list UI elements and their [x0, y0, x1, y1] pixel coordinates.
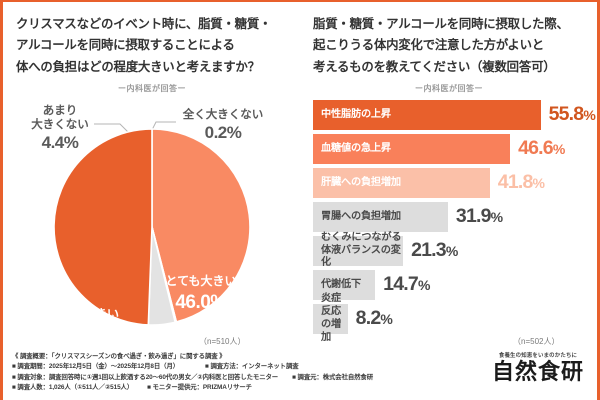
pie-label-yaya-name: やや大きい	[58, 306, 119, 321]
bar-label-0: 中性脂肪の上昇	[321, 108, 391, 120]
right-question-title: 脂質・糖質・アルコールを同時に摂取した際、 起こりうる体内変化で注意した方がよい…	[303, 2, 595, 78]
bar-value-1: 46.6%	[518, 137, 565, 160]
bar-value-percent-4: %	[445, 243, 458, 260]
pie-label-amari-okikunai: あまり 大きくない 4.4%	[10, 104, 110, 154]
bar-label-4: むくみにつながる 体液バランスの変化	[321, 231, 402, 269]
footer-target-row: ■ 調査対象：調査回答時に①週1回以上飲酒する20〜60代の男女／②内科医と回答…	[12, 373, 594, 383]
right-sample-size-note: （n=502人）	[513, 337, 560, 346]
pie-slices	[53, 128, 251, 326]
footer-target-label: ■ 調査対象：調査回答時に①週1回以上飲酒する20〜60代の男女／②内科医と回答…	[12, 373, 279, 381]
footer-text-block: 《 調査概要：「クリスマスシーズンの食べ過ぎ・飲み過ぎ」に関する調査 》 ■ 調…	[12, 352, 594, 394]
pie-slice-1	[53, 128, 153, 326]
bar-value-3: 31.9%	[455, 205, 503, 228]
footer-period-label: ■ 調査期間：2025年12月5日（金）〜2025年12月8日（月）	[12, 363, 180, 371]
right-title-line-2: 起こりうる体内変化で注意した方がよいと	[313, 38, 545, 53]
bar-value-percent-2: %	[532, 175, 545, 192]
left-title-line-2: アルコールを同時に摂取することによる	[16, 38, 235, 53]
bar-value-4: 21.3%	[411, 239, 458, 262]
logo-name: 自然食研	[491, 359, 584, 385]
bar-0: 中性脂肪の上昇	[313, 99, 541, 130]
pie-label-mattaku-okikunai: 全く大きくない 0.2%	[158, 108, 288, 144]
left-sample-size-note: （n=510人）	[199, 337, 246, 346]
footer-survey-details: 《 調査概要：「クリスマスシーズンの食べ過ぎ・飲み過ぎ」に関する調査 》 ■ 調…	[6, 349, 597, 399]
bar-value-percent-5: %	[417, 277, 430, 294]
footer-source-label: ■ 調査元：株式会社自然食研	[292, 373, 374, 381]
footer-period-row: ■ 調査期間：2025年12月5日（金）〜2025年12月8日（月） ■ 調査方法…	[12, 362, 594, 372]
bar-row: 肝臓への負担増加 41.8%	[313, 167, 595, 198]
bar-row: 中性脂肪の上昇 55.8%	[313, 99, 596, 130]
right-panel: 脂質・糖質・アルコールを同時に摂取した際、 起こりうる体内変化で注意した方がよい…	[303, 2, 596, 343]
bar-value-2: 41.8%	[497, 171, 545, 194]
left-answered-by-note: ー内科医が回答ー	[118, 83, 186, 93]
bar-label-2: 肝臓への負担増加	[321, 176, 401, 188]
pie-label-totemo-value: 46.0%	[175, 291, 227, 313]
footer-overview-row: 《 調査概要：「クリスマスシーズンの食べ過ぎ・飲み過ぎ」に関する調査 》	[12, 353, 226, 360]
logo-tagline: 食養生の知恵をいまのかたちに	[498, 353, 578, 359]
bar-value-5: 14.7%	[383, 273, 430, 296]
bar-3: 胃腸への負担増加	[313, 201, 448, 232]
bar-value-percent-1: %	[552, 141, 565, 158]
bar-4: むくみにつながる 体液バランスの変化	[313, 232, 404, 268]
bar-row: 代謝低下 14.7%	[313, 269, 595, 300]
bar-label-1: 血糖値の急上昇	[321, 142, 391, 154]
pie-label-totemo-okii: とても大きい 46.0%	[146, 274, 256, 314]
bar-chart: 中性脂肪の上昇 55.8% 血糖値の急上昇 46.6% 肝臓への負担増加 41.8% 胃腸へ…	[303, 99, 596, 350]
pie-label-yaya-value: 49.4%	[63, 324, 115, 346]
pie-label-mattaku-name: 全く大きくない	[182, 108, 264, 121]
left-panel: クリスマスなどのイベント時に、脂質・糖質・ アルコールを同時に摂取することによる…	[6, 2, 298, 346]
bar-value-percent-3: %	[490, 209, 503, 226]
left-question-title: クリスマスなどのイベント時に、脂質・糖質・ アルコールを同時に摂取することによる…	[6, 2, 298, 78]
bar-value-6: 8.2%	[355, 307, 393, 330]
pie-label-yaya-okii: やや大きい 49.4%	[34, 307, 144, 347]
bar-2: 肝臓への負担増加	[313, 167, 490, 198]
left-title-line-1: クリスマスなどのイベント時に、脂質・糖質・	[16, 17, 272, 31]
bar-label-5: 代謝低下	[321, 278, 361, 290]
bar-label-6: 炎症反応の増加	[321, 293, 341, 343]
pie-label-amari-name-2: 大きくない	[31, 119, 89, 131]
footer-count-row: ■ 調査人数：1,026人（①511人／②515人） ■ モニター提供元：PRIZ…	[12, 383, 594, 393]
bar-5: 代謝低下	[313, 269, 376, 300]
pie-chart-svg	[53, 121, 251, 326]
bar-value-percent-6: %	[380, 311, 393, 328]
pie-chart: あまり 大きくない 4.4% 全く大きくない 0.2% とても大きい 46.0%…	[6, 94, 298, 346]
pie-label-amari-value: 4.4%	[41, 133, 79, 153]
footer-method-label: ■ 調査方法：インターネット調査	[205, 363, 299, 371]
pie-slice-0	[151, 128, 251, 323]
right-title-line-3: 考えるものを教えてください（複数回答可）	[313, 59, 556, 74]
pie-label-amari-name-1: あまり	[42, 104, 78, 117]
pie-label-totemo-name: とても大きい	[165, 273, 237, 288]
brand-logo: 食養生の知恵をいまのかたちに 自然食研	[485, 351, 591, 384]
left-title-line-3: 体への負担はどの程度大きいと考えますか？	[16, 59, 260, 74]
bar-value-percent-0: %	[583, 107, 595, 124]
right-title-line-1: 脂質・糖質・アルコールを同時に摂取した際、	[313, 17, 569, 31]
right-answered-by-note: ー内科医が回答ー	[415, 83, 483, 93]
bar-row: むくみにつながる 体液バランスの変化 21.3%	[313, 232, 595, 268]
bar-1: 血糖値の急上昇	[313, 133, 511, 164]
bar-row: 炎症反応の増加 8.2%	[313, 293, 595, 343]
bar-row: 胃腸への負担増加 31.9%	[313, 201, 595, 232]
footer-count-label: ■ 調査人数：1,026人（①511人／②515人）	[12, 384, 134, 392]
footer-monitor-label: ■ モニター提供元：PRIZMAリサーチ	[147, 384, 252, 392]
bar-row: 血糖値の急上昇 46.6%	[313, 133, 595, 164]
pie-label-mattaku-value: 0.2%	[204, 123, 242, 142]
bar-label-3: 胃腸への負担増加	[321, 210, 401, 222]
bar-6: 炎症反応の増加	[313, 293, 348, 343]
bar-value-0: 55.8%	[548, 103, 596, 126]
